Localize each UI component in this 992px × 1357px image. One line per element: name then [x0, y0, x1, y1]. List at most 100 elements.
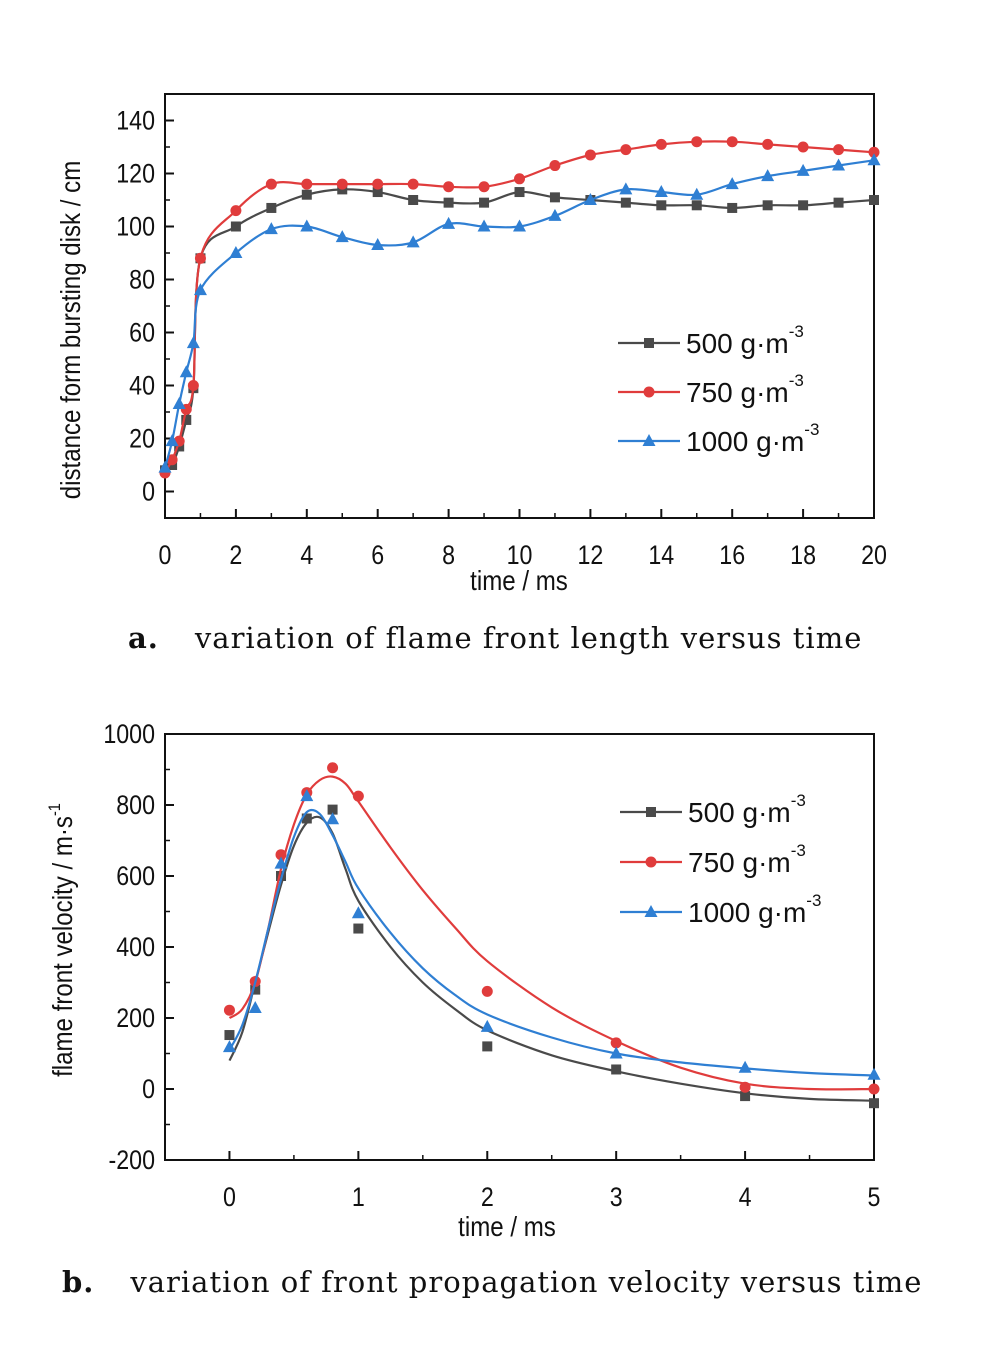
data-point: [726, 136, 738, 148]
x-tick-label: 6: [371, 540, 384, 570]
data-point: [352, 790, 364, 802]
data-point: [372, 187, 383, 198]
data-point: [336, 178, 348, 190]
data-point: [477, 219, 491, 232]
legend-label-sup: -3: [791, 841, 806, 860]
data-point: [222, 1040, 236, 1053]
data-point: [609, 1046, 623, 1059]
legend-label: 1000 g·m-3: [688, 891, 821, 928]
data-point: [549, 160, 561, 172]
data-point: [479, 197, 490, 208]
data-point: [610, 1037, 622, 1049]
y-tick-label: 0: [142, 1074, 155, 1104]
data-point: [740, 1091, 751, 1102]
legend-label: 1000 g·m-3: [686, 420, 819, 457]
legend-label-sup: -3: [791, 791, 806, 810]
data-point: [327, 804, 338, 815]
data-point: [443, 197, 454, 208]
y-axis-label-sup: -1: [46, 803, 64, 816]
data-point: [833, 144, 845, 156]
y-tick-label: -200: [109, 1145, 155, 1175]
legend-label-sup: -3: [789, 322, 804, 341]
data-point: [797, 141, 809, 153]
y-tick-label: 140: [116, 106, 155, 136]
legend-marker: [643, 386, 655, 398]
x-tick-label: 1: [352, 1182, 365, 1212]
legend-label-sup: -3: [789, 371, 804, 390]
data-point: [548, 208, 562, 221]
data-point: [725, 177, 739, 190]
data-point: [867, 1067, 881, 1080]
legend-marker: [645, 856, 657, 868]
legend-label-sup: -3: [806, 891, 821, 910]
data-point: [691, 136, 703, 148]
data-point: [762, 200, 773, 211]
data-point: [250, 984, 261, 995]
caption-b-text: variation of front propagation velocity …: [130, 1265, 923, 1299]
data-point: [868, 146, 880, 158]
data-point: [611, 1064, 622, 1075]
data-point: [179, 365, 193, 378]
data-point: [166, 454, 178, 466]
data-point: [172, 397, 186, 410]
caption-a-tag: a.: [128, 621, 159, 655]
data-point: [266, 202, 277, 213]
data-point: [224, 1030, 235, 1041]
data-point: [739, 1081, 751, 1093]
data-point: [353, 923, 364, 934]
data-point: [371, 238, 385, 251]
data-point: [656, 200, 667, 211]
legend-marker: [646, 807, 656, 817]
data-point: [869, 195, 879, 205]
data-point: [406, 235, 420, 248]
x-axis-label: time / ms: [458, 1210, 556, 1242]
data-point: [165, 434, 179, 447]
data-point: [583, 193, 597, 205]
data-point: [408, 195, 419, 205]
fit-curve: [228, 808, 875, 1077]
data-point: [335, 230, 349, 243]
data-point: [223, 1004, 235, 1016]
data-point: [351, 906, 365, 919]
data-point: [230, 221, 241, 232]
y-tick-label: 200: [116, 1003, 155, 1033]
legend-label: 500 g·m-3: [688, 791, 806, 828]
data-point: [230, 205, 242, 217]
x-tick-label: 4: [300, 540, 313, 570]
x-tick-label: 20: [861, 540, 887, 570]
data-point: [300, 219, 314, 232]
data-point: [513, 219, 526, 232]
data-point: [327, 762, 339, 774]
y-axis-label: distance form bursting disk / cm: [54, 161, 86, 500]
data-point: [443, 181, 455, 193]
data-point: [798, 200, 809, 211]
x-tick-label: 4: [739, 1182, 752, 1212]
caption-a: a. variation of flame front length versus…: [128, 621, 862, 655]
data-point: [514, 173, 525, 185]
data-point: [655, 138, 667, 150]
legend-entry: 1000 g·m-3: [620, 891, 821, 928]
caption-a-text: variation of flame front length versus t…: [194, 621, 863, 655]
legend-entry: 500 g·m-3: [620, 791, 806, 828]
data-point: [727, 202, 738, 213]
data-point: [193, 283, 207, 296]
data-point: [264, 222, 278, 235]
x-tick-label: 16: [719, 540, 745, 570]
legend-entry: 750 g·m-3: [618, 371, 804, 408]
legend-marker: [644, 338, 654, 348]
data-point: [407, 178, 419, 190]
chart-a: 0 20 40 60 80 100 120 140 0 2 4 6 8 10 12 14 16 18 20 time …: [54, 93, 887, 596]
chart-b: -200 0 200 400 600 800 1000 0 1 2 3 4 5 time / ms flam…: [46, 719, 881, 1242]
x-tick-label: 3: [610, 1182, 623, 1212]
data-point: [690, 187, 704, 200]
y-tick-label: 1000: [103, 719, 155, 749]
data-point: [762, 138, 774, 150]
series-a-1: [159, 136, 880, 479]
data-point: [194, 252, 206, 264]
legend-label: 750 g·m-3: [686, 371, 804, 408]
data-point: [326, 812, 340, 825]
data-point: [186, 336, 200, 349]
x-tick-label: 0: [159, 540, 172, 570]
data-point: [274, 856, 288, 869]
